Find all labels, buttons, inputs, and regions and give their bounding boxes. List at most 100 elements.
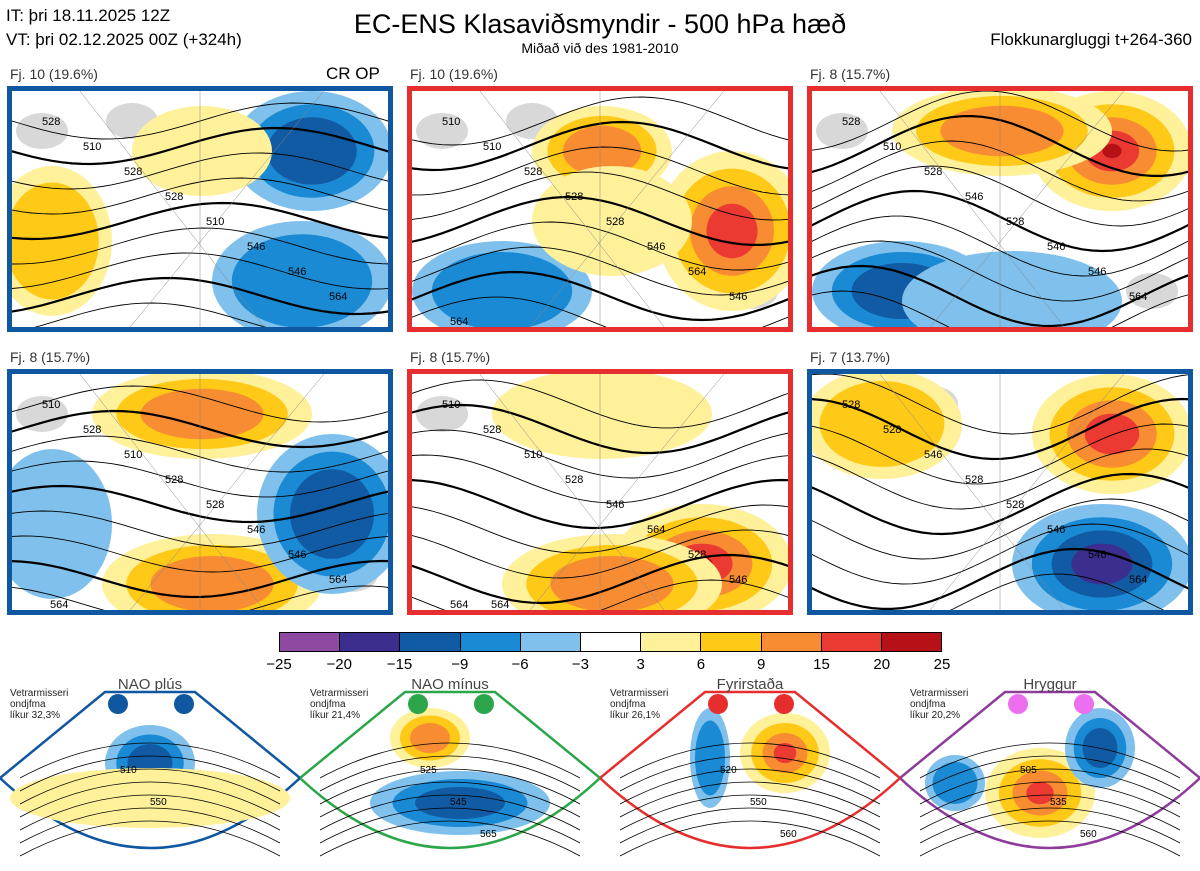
height-contour [12, 385, 388, 423]
regime-contour [919, 807, 1181, 844]
regime-contour [619, 794, 881, 831]
height-contour [12, 252, 388, 290]
regime-note: Vetrarmisseri ondjfma líkur 32,3% [10, 688, 69, 721]
height-contour [412, 553, 788, 605]
anomaly-blob [290, 469, 374, 559]
regime-contour [619, 742, 881, 779]
contour-label: 546 [965, 191, 983, 203]
colorbar-tick: −25 [266, 656, 292, 673]
cluster-map-1-svg: 528 510 528 528 510 546 546 564 [12, 91, 388, 327]
height-contour [812, 240, 1188, 302]
colorbar-tick: −6 [511, 656, 529, 673]
contour-label: 528 [124, 166, 142, 178]
anomaly-blob [1084, 413, 1140, 455]
height-contour [412, 403, 788, 455]
height-contour [12, 559, 388, 599]
colorbar-swatch [881, 633, 942, 651]
regime-dot [408, 694, 428, 714]
contour-label: 546 [1047, 524, 1065, 536]
meridian-line [929, 374, 1125, 610]
meridian-line [879, 91, 1065, 327]
regime-anomaly [10, 768, 290, 828]
regime-contour [919, 794, 1181, 831]
regime-nao-plus: 510 550 NAO plús Vetrarmisseri ondjfma lí… [0, 676, 300, 871]
meridian-line [529, 374, 725, 610]
colorbar-swatch [761, 633, 822, 651]
regime-blocking: 520 550 560 Fyrirstaða Vetrarmisseri ondjf… [600, 676, 900, 871]
height-contour [812, 91, 1188, 152]
height-contour [812, 448, 1188, 510]
height-contour [12, 435, 388, 473]
regime-contour [919, 755, 1181, 792]
height-contour [812, 264, 1188, 327]
contour-label: 564 [1129, 291, 1147, 303]
contour-label: 546 [288, 266, 306, 278]
regime-nao-minus-svg: 525 545 565 [300, 690, 600, 857]
meridian-line [479, 374, 665, 610]
regime-contour [319, 768, 581, 805]
contour-label: 528 [924, 166, 942, 178]
height-contour [12, 535, 388, 573]
cluster-map-2-svg: 510 510 528 528 528 546 564 546 564 [412, 91, 788, 327]
height-contour [812, 290, 1188, 327]
regime-contour [319, 807, 581, 844]
contour-label: 510 [442, 399, 460, 411]
regime-anomaly [932, 762, 978, 804]
regime-contour-label: 560 [1080, 829, 1097, 840]
regime-name: Fyrirstaða [716, 676, 784, 693]
anomaly-blob [562, 125, 642, 177]
regime-note: Vetrarmisseri ondjfma líkur 21,4% [310, 688, 369, 721]
cluster-map-5-svg: 510 528 510 528 546 564 528 546 564 564 [412, 374, 788, 610]
contour-label: 528 [206, 499, 224, 511]
regime-contour [619, 781, 881, 818]
height-contour [12, 510, 388, 548]
height-contour [12, 276, 388, 316]
page-title: EC-ENS Klasaviðsmyndir - 500 hPa hæð [353, 9, 847, 39]
contour-label: 510 [83, 141, 101, 153]
regime-ridge-svg: 505 535 560 [900, 690, 1200, 857]
regime-contour [19, 807, 281, 844]
colorbar-tick: 15 [813, 656, 830, 673]
regime-contour [319, 755, 581, 792]
contour-label: 528 [688, 549, 706, 561]
contour-label: 546 [647, 241, 665, 253]
height-contour [412, 96, 788, 146]
land-patch [16, 113, 68, 149]
contour-label: 528 [83, 424, 101, 436]
regime-contour [919, 781, 1181, 818]
regime-dot [474, 694, 494, 714]
valid-time: VT: þri 02.12.2025 00Z (+324h) [6, 30, 242, 49]
colorbar-tick: −20 [326, 656, 352, 673]
land-patch [416, 113, 468, 149]
height-contour [412, 195, 788, 246]
colorbar-swatch [280, 633, 341, 651]
meridian-line [79, 91, 265, 327]
contour-label: 564 [50, 599, 68, 610]
height-contour [412, 246, 788, 296]
height-contour [812, 547, 1188, 610]
cluster-6-label: Fj. 7 (13.7%) [810, 349, 891, 365]
height-contour [12, 152, 388, 190]
issue-time: IT: þri 18.11.2025 12Z [6, 6, 171, 25]
land-patch [816, 113, 868, 149]
anomaly-blob [431, 252, 573, 327]
anomaly-blob [1102, 143, 1122, 159]
contour-label: 510 [124, 449, 142, 461]
colorbar-swatch [641, 633, 702, 651]
height-contour [412, 429, 788, 479]
colorbar-swatches [279, 632, 942, 652]
regime-nao-plus-svg: 510 550 [0, 690, 300, 857]
regime-contour-label: 550 [150, 797, 167, 808]
regime-contour-label: 535 [1050, 797, 1067, 808]
regime-blocking-svg: 520 550 560 [600, 690, 900, 857]
contour-label: 546 [729, 574, 747, 586]
contour-label: 564 [647, 524, 665, 536]
regime-contour [919, 820, 1181, 857]
height-contour [412, 478, 788, 530]
height-contour [12, 484, 388, 524]
height-contour [412, 171, 788, 221]
contour-label: 564 [450, 316, 468, 327]
height-contour [812, 498, 1188, 560]
cluster-map-2: 510 510 528 528 528 546 564 546 564 [407, 86, 793, 332]
height-contour [412, 504, 788, 554]
